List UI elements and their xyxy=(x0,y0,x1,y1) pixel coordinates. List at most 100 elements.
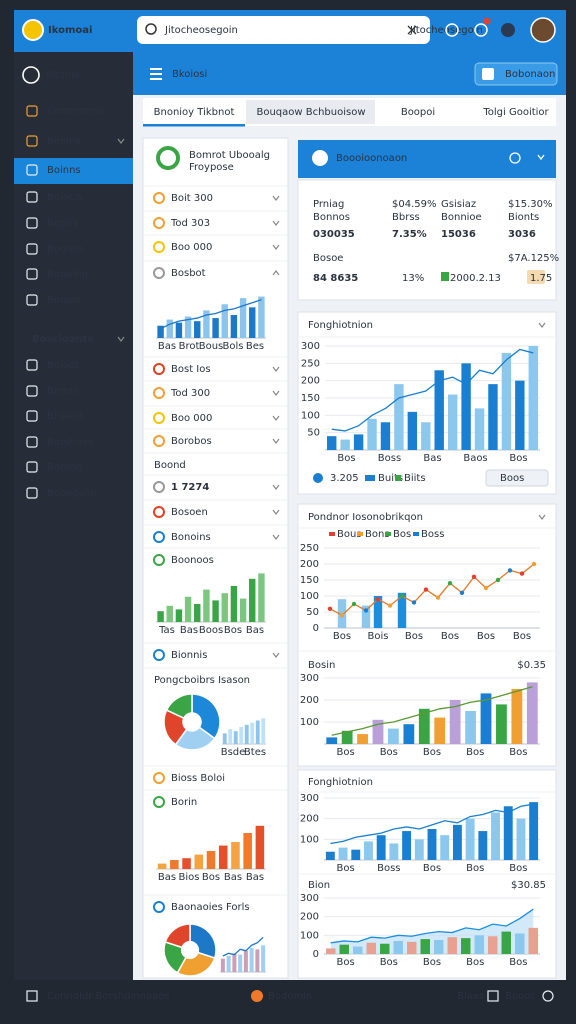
bar xyxy=(397,592,407,628)
row-label[interactable]: Boond xyxy=(154,460,186,471)
nav-item[interactable]: Bruaint xyxy=(47,411,84,422)
chevron xyxy=(272,652,280,658)
nav-item[interactable]: Boinns xyxy=(47,165,81,176)
row-label[interactable]: Borobos xyxy=(171,436,212,447)
row-label[interactable]: Bionnis xyxy=(171,650,207,661)
line-point xyxy=(339,613,345,618)
row-label[interactable]: Boit 300 xyxy=(171,193,213,204)
nav-item[interactable]: Boraon xyxy=(47,462,83,473)
legend-swatch xyxy=(395,475,401,481)
line-point xyxy=(507,568,513,573)
row-label[interactable]: Borin xyxy=(171,797,197,808)
bar xyxy=(231,842,240,869)
pie-hole xyxy=(180,940,200,960)
row-label[interactable]: Tod 300 xyxy=(170,388,210,399)
nav-item[interactable]: Commomin xyxy=(47,106,105,117)
footer-right[interactable]: Boooc xyxy=(505,991,536,1002)
legend-label: Biits xyxy=(404,473,426,484)
nav-item[interactable]: Bonais xyxy=(47,295,80,306)
row-label[interactable]: Bonoins xyxy=(171,532,211,543)
nav-item[interactable]: Bronin xyxy=(47,386,79,397)
row-label[interactable]: Bosoen xyxy=(171,507,208,518)
row-label[interactable]: 1 7274 xyxy=(171,482,209,493)
chevron xyxy=(272,438,280,444)
chevron xyxy=(272,244,280,250)
card-title: Fonghiotnion xyxy=(308,777,373,788)
bar xyxy=(238,954,243,972)
header-button[interactable] xyxy=(474,62,558,86)
banner-chevron[interactable] xyxy=(537,154,545,161)
bar xyxy=(170,860,179,869)
legend-dot xyxy=(313,473,323,483)
row-label[interactable]: Baonaoies Forls xyxy=(171,902,250,913)
legend-label: Buits xyxy=(378,473,403,484)
nav-item[interactable]: Bopos xyxy=(47,218,78,229)
bar xyxy=(394,384,404,450)
y-tick-label: 100 xyxy=(300,591,319,602)
nav-item[interactable]: Beinns xyxy=(47,136,81,147)
nav-icon xyxy=(26,135,38,147)
card-sub-value: $30.85 xyxy=(511,880,546,891)
nav-icon xyxy=(26,164,38,176)
bar xyxy=(261,945,266,972)
tab[interactable]: Boopoi xyxy=(401,107,435,118)
bar xyxy=(465,711,476,744)
x-tick-label: Bas xyxy=(423,453,441,464)
y-tick-label: 0 xyxy=(313,623,319,634)
chevron xyxy=(538,322,546,328)
row-label[interactable]: Bioss Boloi xyxy=(171,773,225,784)
bar xyxy=(230,315,238,338)
nav-item[interactable]: Bonaing xyxy=(47,269,88,280)
y-tick-label: 50 xyxy=(307,428,320,439)
nav-item[interactable]: Boiocis xyxy=(47,192,82,203)
footer-icon xyxy=(542,990,554,1002)
row-label[interactable]: Pongcboibrs Isason xyxy=(154,675,250,686)
legend-label: 3.205 xyxy=(330,473,359,484)
footer-right[interactable]: Blaas xyxy=(457,991,484,1002)
row-label[interactable]: Boonoos xyxy=(171,555,214,566)
row-label[interactable]: Tod 303 xyxy=(170,218,210,229)
bar xyxy=(175,609,183,622)
stat-value: 3036 xyxy=(508,229,536,240)
legend-label: Boss xyxy=(421,529,444,540)
y-tick-label: 0 xyxy=(313,949,319,960)
stat-square xyxy=(441,272,449,281)
card-button[interactable] xyxy=(485,469,549,487)
tab[interactable]: Bouqaow Bchbuoisow xyxy=(256,107,365,118)
bar xyxy=(194,854,204,869)
row-label[interactable]: Boo 000 xyxy=(171,242,212,253)
icon-notify xyxy=(474,23,488,37)
search-box[interactable] xyxy=(137,16,430,44)
row-label[interactable]: Boo 000 xyxy=(171,413,212,424)
bar xyxy=(449,700,461,744)
bar xyxy=(261,718,266,744)
nav-section[interactable]: Boscioants xyxy=(32,334,93,345)
bar xyxy=(407,941,417,954)
chevron xyxy=(538,514,546,520)
row-label[interactable]: Bosbot xyxy=(171,268,206,279)
nav-item[interactable]: Borshaes xyxy=(47,437,93,448)
y-tick-label: 200 xyxy=(300,912,319,923)
x-tick-label: Bos xyxy=(380,957,398,968)
bar xyxy=(414,839,424,860)
tab[interactable]: Bnonioy Tikbnot xyxy=(154,107,235,118)
clear-icon[interactable] xyxy=(407,25,417,35)
nav-item[interactable]: Boiaot xyxy=(47,360,79,371)
bar xyxy=(403,724,415,744)
menu-icon xyxy=(150,68,162,80)
row-label[interactable]: Bost Ios xyxy=(171,364,211,375)
bar xyxy=(182,858,191,869)
row-icon xyxy=(153,506,165,518)
avatar[interactable] xyxy=(530,17,556,43)
tab[interactable]: Tolgi Gooitior xyxy=(482,107,549,118)
trend-line xyxy=(331,686,533,736)
nav-item[interactable]: Bogiols xyxy=(47,244,83,255)
banner xyxy=(298,140,556,178)
footer-center[interactable]: Bodomin xyxy=(268,991,312,1002)
bar xyxy=(194,321,201,338)
x-tick-label: Bos xyxy=(337,453,355,464)
bar xyxy=(427,829,437,860)
bar xyxy=(239,726,244,744)
nav-item[interactable]: Boaogaim xyxy=(47,488,97,499)
